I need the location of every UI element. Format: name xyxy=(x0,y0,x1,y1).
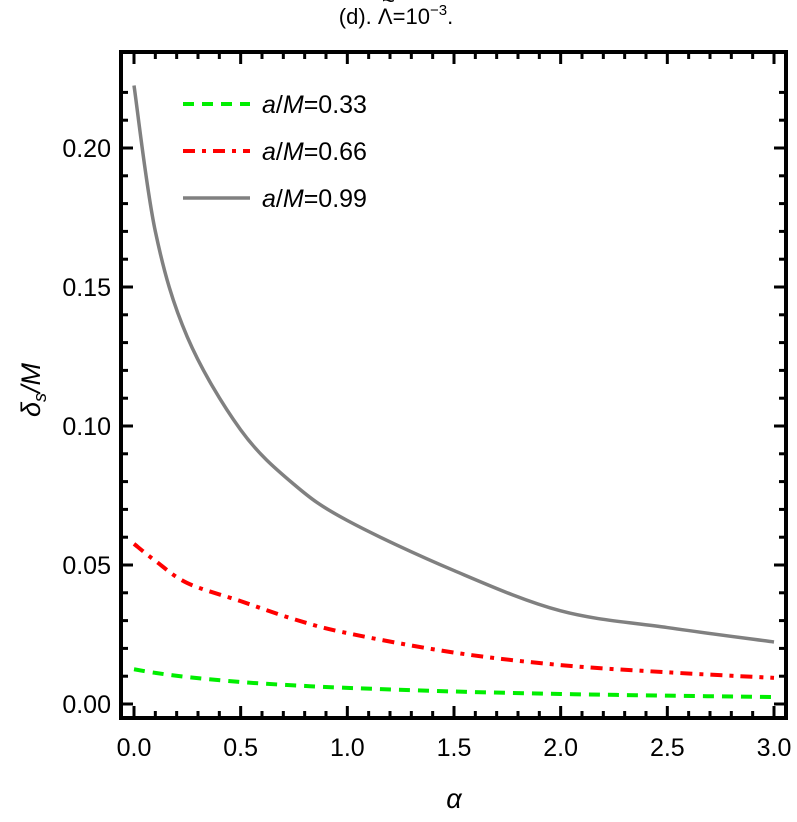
x-axis-label: α xyxy=(446,784,463,814)
legend-label: a/M=0.99 xyxy=(262,185,367,213)
series-a099-line xyxy=(132,85,775,644)
chart-title: (d). Λ=10−3. xyxy=(339,2,453,29)
y-tick-label: 0.00 xyxy=(62,691,111,719)
y-tick-label: 0.20 xyxy=(62,135,111,163)
legend-item-a066: a/M=0.66 xyxy=(183,138,367,166)
legend: a/M=0.33 a/M=0.66 a/M=0.99 xyxy=(183,91,367,213)
legend-item-a099: a/M=0.99 xyxy=(183,185,367,213)
x-tick-label: 0.5 xyxy=(223,734,258,762)
y-tick-label: 0.05 xyxy=(62,552,111,580)
x-tick-label: 3.0 xyxy=(757,734,792,762)
plot-curves xyxy=(132,85,775,700)
x-tick-labels: 0.0 0.5 1.0 1.5 2.0 2.5 3.0 xyxy=(117,734,792,762)
x-tick-label: 2.0 xyxy=(543,734,578,762)
y-axis-label: δs/M xyxy=(16,362,50,417)
x-tick-label: 2.5 xyxy=(650,734,685,762)
x-tick-label: 1.0 xyxy=(330,734,365,762)
legend-item-a033: a/M=0.33 xyxy=(183,91,367,119)
y-tick-labels: 0.00 0.05 0.10 0.15 0.20 xyxy=(62,135,111,719)
x-tick-label: 1.5 xyxy=(437,734,472,762)
title-tilde: ~ xyxy=(382,0,395,13)
legend-label: a/M=0.66 xyxy=(262,138,367,166)
legend-label: a/M=0.33 xyxy=(262,91,367,119)
series-a033-line xyxy=(133,667,775,700)
series-a066-line xyxy=(132,542,775,680)
y-tick-label: 0.10 xyxy=(62,413,111,441)
x-tick-label: 0.0 xyxy=(117,734,152,762)
axis-ticks xyxy=(121,52,786,718)
y-tick-label: 0.15 xyxy=(62,274,111,302)
